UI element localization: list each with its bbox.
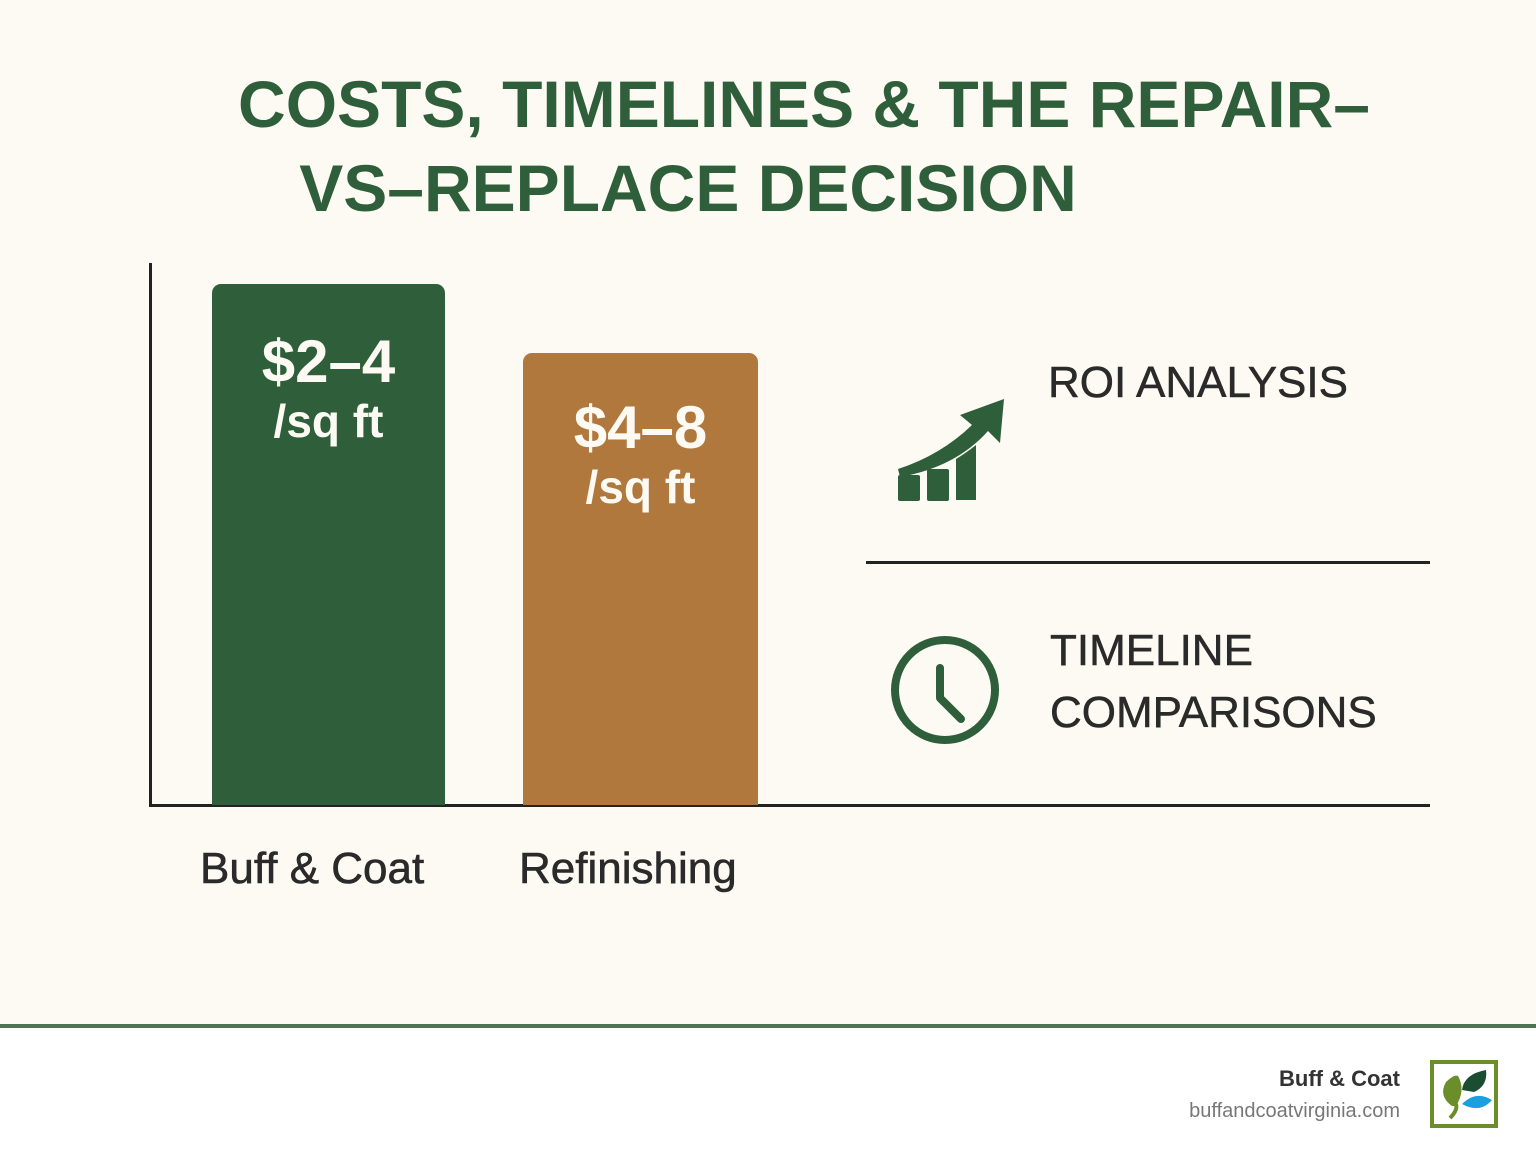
page-title: COSTS, TIMELINES & THE REPAIR– VS–REPLAC… <box>0 62 1536 230</box>
category-label-buff-coat: Buff & Coat <box>200 844 425 894</box>
roi-analysis-label: ROI ANALYSIS <box>1048 358 1348 408</box>
timeline-comparisons-label: TIMELINE COMPARISONS <box>1050 620 1377 744</box>
brand-url[interactable]: buffandcoatvirginia.com <box>1189 1100 1400 1122</box>
growth-chart-arrow-icon <box>898 399 1004 501</box>
timeline-label-line-1: TIMELINE <box>1050 626 1253 676</box>
bar-buff-coat: $2–4 /sq ft <box>212 284 445 805</box>
y-axis-line <box>149 263 152 807</box>
footer: Buff & Coat buffandcoatvirginia.com <box>0 1024 1536 1158</box>
leaf-logo-icon <box>1430 1060 1498 1128</box>
section-divider <box>866 561 1430 564</box>
bar-price-label: $2–4 <box>261 328 396 395</box>
bar-refinishing: $4–8 /sq ft <box>523 353 758 805</box>
title-line-2: VS–REPLACE DECISION <box>299 151 1077 225</box>
clock-icon <box>891 636 999 744</box>
bar-price-label: $4–8 <box>573 394 708 461</box>
bar-unit-label: /sq ft <box>273 395 384 447</box>
x-axis-line <box>149 804 1430 807</box>
title-line-1: COSTS, TIMELINES & THE REPAIR– <box>238 67 1370 141</box>
category-label-refinishing: Refinishing <box>519 844 737 894</box>
brand-name: Buff & Coat <box>1279 1066 1400 1091</box>
bar-unit-label: /sq ft <box>585 461 696 513</box>
timeline-label-line-2: COMPARISONS <box>1050 688 1377 738</box>
